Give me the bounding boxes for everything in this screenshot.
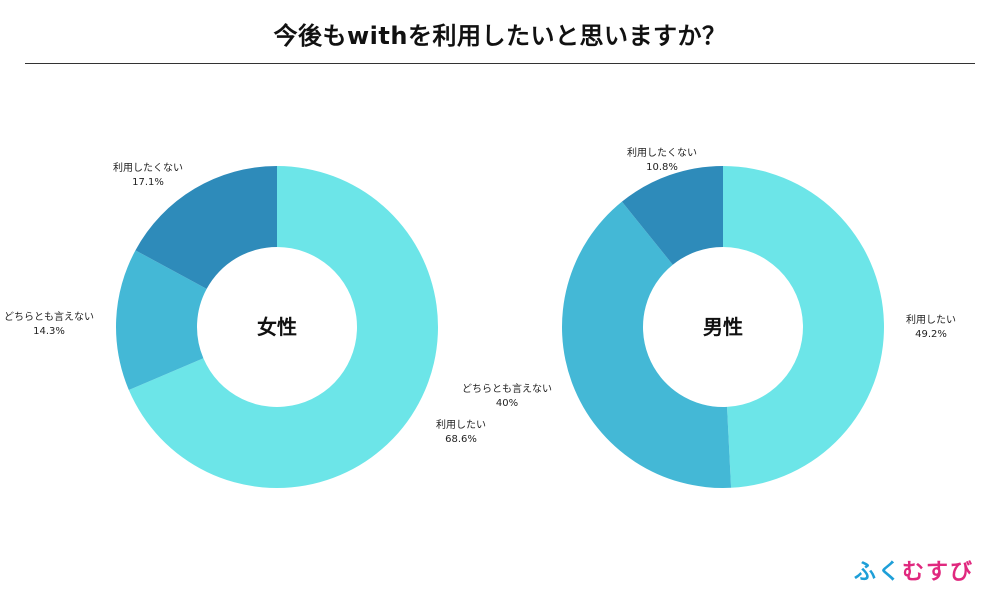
slice-label: 利用したい [436, 419, 486, 431]
brand-logo-char: す [925, 560, 950, 585]
donut-chart-1: 利用したい 68.6% どちらとも言えない 14.3% 利用したくない 17.1% 女性 [4, 162, 486, 488]
brand-logo: ふくむすび [854, 554, 974, 586]
donut-slice-1 [128, 166, 439, 488]
donut-center-label: 女性 [257, 315, 297, 339]
brand-logo-char: ふ [853, 560, 878, 585]
slice-value-label: 14.3% [33, 326, 65, 337]
page-title: 今後もwithを利用したいと思いますか？ [273, 22, 727, 50]
donut-slice-3 [621, 166, 723, 265]
brand-logo-char: び [949, 560, 974, 585]
slice-value-label: 10.8% [646, 162, 678, 173]
slice-label: 利用したくない [627, 147, 697, 159]
donut-slice-2 [116, 250, 207, 391]
slice-value-label: 40% [496, 398, 518, 409]
slice-label: どちらとも言えない [462, 382, 552, 395]
donut-slice-3 [135, 166, 277, 289]
slice-label: どちらとも言えない [4, 310, 94, 323]
brand-logo-char: む [901, 560, 926, 585]
slice-value-label: 68.6% [445, 434, 477, 445]
donut-slice-2 [562, 201, 732, 489]
donut-slice-1 [723, 166, 885, 488]
slice-label: 利用したい [906, 314, 956, 326]
brand-logo-char: く [877, 560, 902, 585]
slice-value-label: 49.2% [915, 329, 947, 340]
slice-label: 利用したくない [113, 162, 183, 174]
title-divider [25, 63, 975, 64]
donut-center-label: 男性 [703, 315, 743, 339]
donut-chart-2: 利用したい 49.2% どちらとも言えない 40% 利用したくない 10.8% 男性 [462, 147, 956, 489]
slice-value-label: 17.1% [132, 177, 164, 188]
